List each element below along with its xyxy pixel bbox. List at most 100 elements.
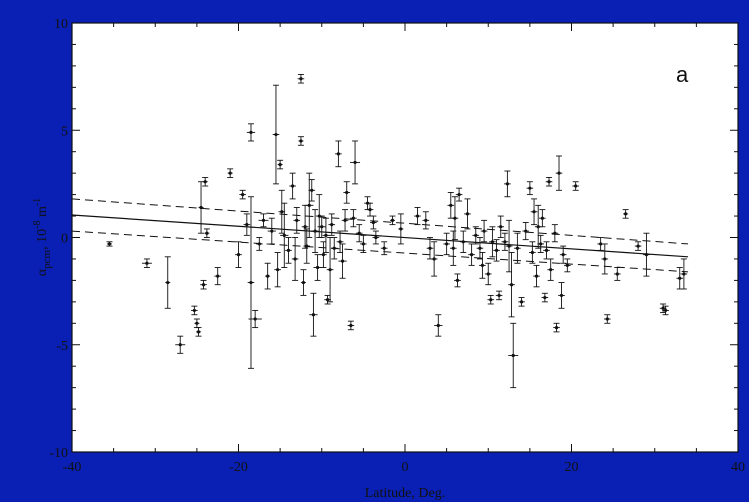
data-point-104 — [537, 234, 545, 253]
point-marker — [455, 278, 460, 282]
data-point-34 — [300, 269, 307, 296]
point-marker — [540, 216, 544, 220]
data-point-113 — [558, 282, 565, 309]
x-tick-label: -20 — [229, 460, 248, 475]
point-marker — [353, 160, 357, 165]
point-marker — [636, 244, 640, 248]
point-marker — [311, 313, 316, 317]
point-marker — [336, 152, 340, 156]
point-marker — [507, 244, 511, 248]
data-point-55 — [347, 320, 355, 331]
data-point-82 — [476, 237, 484, 260]
data-point-37 — [305, 172, 314, 238]
x-tick-label: 0 — [402, 460, 409, 475]
data-point-15 — [243, 213, 251, 236]
data-point-51 — [336, 230, 344, 253]
data-point-31 — [293, 207, 301, 234]
point-marker — [261, 218, 266, 222]
data-point-63 — [372, 230, 380, 245]
point-marker — [559, 293, 564, 298]
point-marker — [574, 184, 578, 188]
point-marker — [228, 171, 232, 175]
point-marker — [549, 268, 553, 272]
data-point-27 — [280, 202, 289, 268]
point-marker — [474, 233, 478, 237]
point-marker — [511, 353, 515, 358]
point-marker — [241, 193, 245, 197]
data-point-1 — [141, 258, 152, 268]
data-point-41 — [313, 254, 322, 281]
point-marker — [299, 77, 303, 81]
point-marker — [478, 246, 482, 250]
x-tick-label: 20 — [565, 460, 579, 475]
point-marker — [199, 205, 203, 210]
data-layer — [71, 74, 689, 389]
point-marker — [371, 220, 375, 225]
data-point-105 — [539, 209, 546, 228]
point-marker — [178, 343, 182, 347]
point-marker — [266, 274, 270, 278]
point-marker — [465, 212, 470, 216]
data-point-43 — [317, 215, 326, 238]
point-marker — [390, 218, 395, 222]
point-marker — [338, 240, 342, 244]
point-marker — [192, 308, 196, 313]
data-point-114 — [559, 245, 567, 264]
point-marker — [307, 203, 311, 207]
data-point-98 — [522, 222, 530, 241]
point-marker — [286, 248, 291, 252]
point-marker — [361, 242, 365, 246]
data-point-48 — [328, 213, 336, 236]
point-marker — [482, 229, 486, 233]
data-point-18 — [248, 309, 262, 329]
point-marker — [325, 298, 330, 302]
data-point-14 — [239, 189, 246, 200]
point-marker — [682, 272, 686, 276]
data-point-52 — [338, 243, 347, 279]
point-marker — [557, 171, 561, 175]
data-point-30 — [291, 237, 299, 281]
point-marker — [457, 193, 461, 197]
point-marker — [328, 268, 332, 272]
data-point-107 — [543, 241, 550, 260]
data-point-73 — [447, 192, 455, 219]
data-point-127 — [680, 258, 688, 290]
data-point-76 — [454, 273, 461, 288]
x-tick-label: -40 — [63, 460, 82, 475]
point-marker — [503, 240, 507, 244]
data-point-64 — [380, 241, 388, 256]
point-marker — [145, 261, 149, 265]
data-point-39 — [309, 292, 318, 337]
data-point-20 — [258, 213, 269, 228]
point-marker — [257, 242, 261, 246]
data-point-101 — [530, 198, 538, 226]
point-marker — [301, 280, 306, 285]
point-marker — [565, 263, 569, 267]
data-point-116 — [572, 181, 579, 191]
confidence-lower-line — [71, 230, 689, 273]
point-marker — [603, 257, 607, 261]
data-point-102 — [533, 264, 540, 288]
point-marker — [432, 257, 436, 261]
confidence-upper-line — [71, 198, 689, 245]
data-point-125 — [662, 305, 669, 316]
point-marker — [305, 244, 309, 248]
data-point-7 — [198, 181, 205, 234]
data-point-2 — [164, 256, 171, 309]
data-point-81 — [472, 226, 480, 245]
data-point-79 — [464, 198, 471, 230]
data-point-108 — [545, 176, 553, 187]
data-point-66 — [397, 213, 404, 245]
x-axis-title: Latitude, Deg. — [365, 486, 445, 501]
point-marker — [536, 225, 540, 229]
data-point-50 — [335, 140, 342, 168]
data-point-84 — [480, 219, 488, 243]
point-marker — [530, 250, 534, 255]
data-point-0 — [106, 241, 113, 247]
data-point-22 — [267, 217, 276, 245]
data-point-44 — [320, 241, 327, 268]
fit-line — [71, 214, 689, 258]
data-point-120 — [613, 267, 621, 281]
point-marker — [661, 306, 665, 310]
point-marker — [470, 253, 474, 257]
